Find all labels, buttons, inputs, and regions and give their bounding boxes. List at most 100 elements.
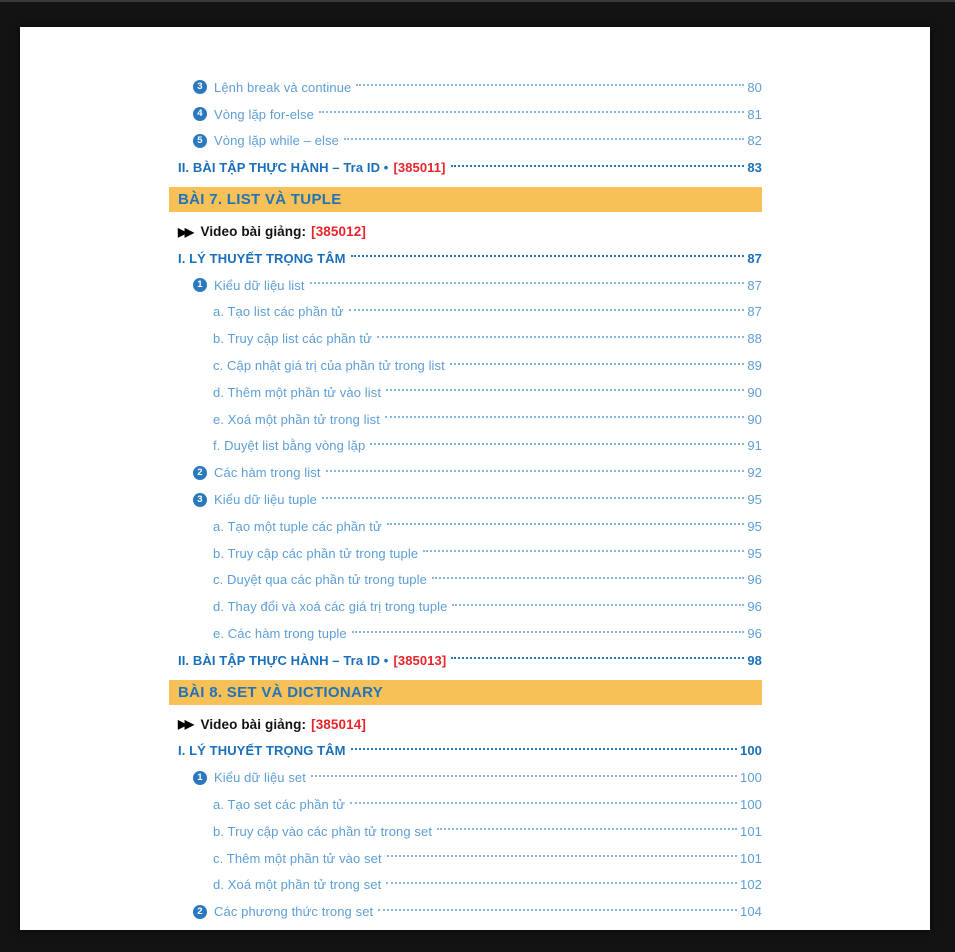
- dot-leader: [386, 881, 737, 884]
- page-number: 90: [747, 384, 762, 400]
- dot-leader: [376, 335, 745, 338]
- page-number: 100: [740, 797, 762, 813]
- page-number: 96: [747, 572, 762, 588]
- page-number: 102: [740, 877, 762, 893]
- dot-leader: [310, 774, 737, 777]
- video-lecture-row: ▶▶ Video bài giảng: [385014]: [178, 711, 762, 738]
- tra-id-code: [385011]: [393, 160, 446, 176]
- tra-id-code: [385013]: [393, 652, 447, 668]
- toc-entry-level1: 1 Kiểu dữ liệu list 87: [178, 272, 762, 299]
- video-id-code: [385014]: [311, 716, 366, 732]
- page-number: 90: [747, 411, 762, 427]
- entry-label: b. Truy cập các phần tử trong tuple: [213, 545, 419, 561]
- toc-entry-level2: c. Thêm một phần tử vào set 101: [178, 845, 762, 872]
- dot-leader: [437, 828, 737, 831]
- page-number: 88: [747, 331, 762, 347]
- dot-leader: [350, 747, 737, 750]
- numbered-circle-badge: 2: [193, 904, 207, 919]
- dot-leader: [386, 855, 737, 858]
- dot-leader: [384, 416, 745, 419]
- chapter-title-bar: BÀI 8. SET VÀ DICTIONARY: [169, 679, 762, 705]
- entry-label: a. Tạo set các phần tử: [213, 797, 346, 813]
- toc-entry-level2: a. Tạo set các phần tử 100: [178, 791, 762, 818]
- dot-leader: [449, 362, 745, 365]
- dot-leader: [378, 908, 737, 911]
- dot-leader: [309, 282, 745, 285]
- video-label: Video bài giảng:: [200, 716, 307, 732]
- entry-label: d. Thêm một phần tử vào list: [213, 384, 382, 400]
- numbered-circle-badge: 1: [193, 770, 207, 785]
- numbered-circle-badge: 3: [193, 492, 207, 507]
- entry-label: e. Xoá một phần tử trong list: [213, 411, 380, 427]
- dot-leader: [348, 308, 745, 311]
- scan-edge-highlight: [0, 0, 955, 2]
- dot-leader: [356, 84, 745, 87]
- entry-label: Vòng lặp for-else: [214, 106, 314, 122]
- video-lecture-row: ▶▶ Video bài giảng: [385012]: [178, 218, 762, 245]
- dot-leader: [318, 111, 745, 114]
- page-number: 101: [740, 850, 762, 866]
- heading-label: II. BÀI TẬP THỰC HÀNH – Tra ID •: [178, 652, 389, 668]
- entry-label: b. Truy cập vào các phần tử trong set: [213, 823, 433, 839]
- chapter-title-bar: BÀI 7. LIST VÀ TUPLE: [169, 187, 762, 213]
- page-number: 96: [747, 599, 762, 615]
- toc-entry-level1: 3 Lệnh break và continue 80: [178, 74, 762, 101]
- entry-label: c. Thêm một phần tử vào set: [213, 850, 382, 866]
- toc-section-heading: II. BÀI TẬP THỰC HÀNH – Tra ID • [385011…: [178, 154, 762, 181]
- dot-leader: [343, 137, 745, 140]
- toc-entry-level1: 2 Các phương thức trong set 104: [178, 898, 762, 925]
- dot-leader: [322, 496, 745, 499]
- numbered-circle-badge: 4: [193, 107, 207, 122]
- document-page: 3 Lệnh break và continue 80 4 Vòng lặp f…: [20, 27, 930, 930]
- toc-entry-level2: c. Cập nhật giá trị của phần tử trong li…: [178, 352, 762, 379]
- entry-label: e. Các hàm trong tuple: [213, 626, 347, 642]
- toc-entry-level2: c. Duyệt qua các phần tử trong tuple 96: [178, 567, 762, 594]
- page-number: 98: [747, 652, 762, 668]
- entry-label: Vòng lặp while – else: [214, 133, 339, 149]
- toc-entry-level2: f. Duyệt list bằng vòng lặp 91: [178, 433, 762, 460]
- toc-entry-level2: a. Tạo list các phần tử 87: [178, 299, 762, 326]
- toc-entry-level2: d. Thay đổi và xoá các giá trị trong tup…: [178, 593, 762, 620]
- entry-label: Các hàm trong list: [214, 465, 321, 481]
- page-number: 100: [740, 770, 762, 786]
- page-number: 104: [740, 904, 762, 920]
- chapter-title: BÀI 7. LIST VÀ TUPLE: [178, 191, 342, 209]
- dot-leader: [350, 255, 745, 258]
- dot-leader: [350, 801, 737, 804]
- toc-section-heading: II. BÀI TẬP THỰC HÀNH – Tra ID • [385013…: [178, 647, 762, 674]
- toc-section-heading: I. LÝ THUYẾT TRỌNG TÂM 87: [178, 245, 762, 272]
- toc-entry-level2: b. Truy cập list các phần tử 88: [178, 325, 762, 352]
- entry-label: Kiểu dữ liệu list: [214, 277, 305, 293]
- numbered-circle-badge: 2: [193, 465, 207, 480]
- toc-entry-level2: d. Xoá một phần tử trong set 102: [178, 872, 762, 899]
- page-number: 80: [747, 79, 762, 95]
- dot-leader: [325, 469, 745, 472]
- page-number: 101: [740, 823, 762, 839]
- page-number: 95: [747, 518, 762, 534]
- toc-entry-level2: b. Truy cập vào các phần tử trong set 10…: [178, 818, 762, 845]
- toc-entry-level1: 1 Kiểu dữ liệu set 100: [178, 764, 762, 791]
- page-number: 87: [747, 277, 762, 293]
- page-number: 87: [747, 250, 762, 266]
- page-number: 95: [747, 492, 762, 508]
- page-number: 95: [747, 545, 762, 561]
- entry-label: c. Duyệt qua các phần tử trong tuple: [213, 572, 427, 588]
- heading-label: I. LÝ THUYẾT TRỌNG TÂM: [178, 250, 346, 266]
- page-number: 91: [747, 438, 762, 454]
- video-label: Video bài giảng:: [200, 224, 307, 240]
- page-number: 96: [747, 626, 762, 642]
- entry-label: Kiểu dữ liệu tuple: [214, 492, 318, 508]
- numbered-circle-badge: 1: [193, 278, 207, 293]
- heading-label: I. LÝ THUYẾT TRỌNG TÂM: [178, 743, 346, 759]
- dot-leader: [351, 630, 745, 633]
- entry-label: c. Cập nhật giá trị của phần tử trong li…: [213, 358, 445, 374]
- toc-entry-level1: 2 Các hàm trong list 92: [178, 459, 762, 486]
- toc-entry-level2: e. Xoá một phần tử trong list 90: [178, 406, 762, 433]
- page-number: 92: [747, 465, 762, 481]
- page-number: 82: [747, 133, 762, 149]
- toc-entry-level1: 3 Kiểu dữ liệu tuple 95: [178, 486, 762, 513]
- toc-entry-level2: e. Các hàm trong tuple 96: [178, 620, 762, 647]
- toc-section-heading: I. LÝ THUYẾT TRỌNG TÂM 100: [178, 738, 762, 765]
- toc-entry-level2: d. Thêm một phần tử vào list 90: [178, 379, 762, 406]
- toc-entry-level1: 5 Vòng lặp while – else 82: [178, 128, 762, 155]
